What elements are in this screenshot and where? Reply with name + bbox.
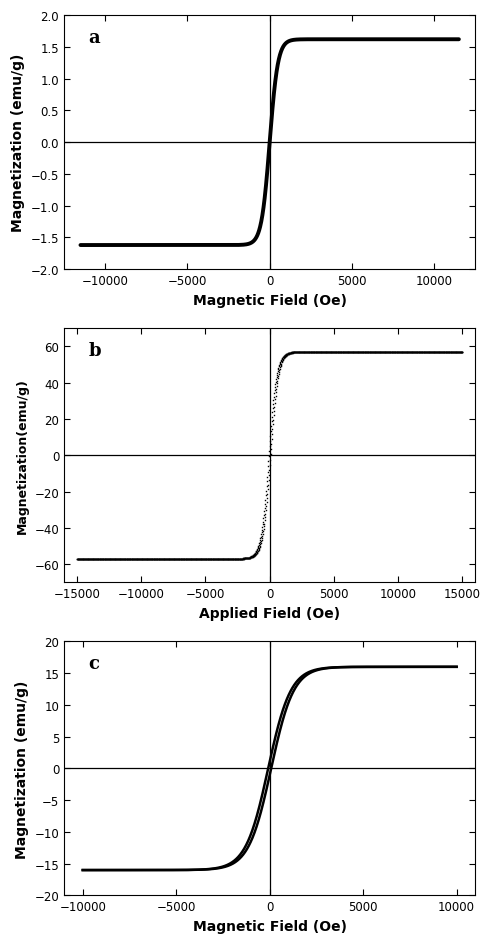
- Text: b: b: [89, 342, 102, 360]
- Y-axis label: Magnetization (emu/g): Magnetization (emu/g): [11, 54, 25, 232]
- X-axis label: Magnetic Field (Oe): Magnetic Field (Oe): [193, 919, 347, 933]
- X-axis label: Applied Field (Oe): Applied Field (Oe): [199, 606, 340, 620]
- Text: c: c: [89, 654, 100, 672]
- X-axis label: Magnetic Field (Oe): Magnetic Field (Oe): [193, 294, 347, 307]
- Y-axis label: Magnetization (emu/g): Magnetization (emu/g): [15, 680, 29, 858]
- Text: a: a: [89, 28, 101, 47]
- Y-axis label: Magnetization(emu/g): Magnetization(emu/g): [16, 378, 29, 533]
